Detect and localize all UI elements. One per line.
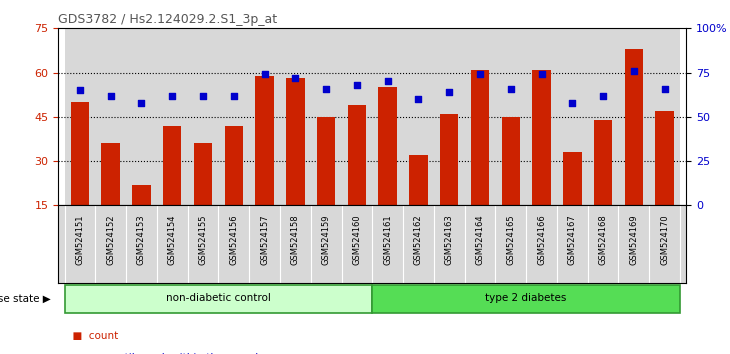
Bar xyxy=(502,117,520,205)
Text: GSM524154: GSM524154 xyxy=(168,215,177,265)
Text: GSM524166: GSM524166 xyxy=(537,215,546,266)
Point xyxy=(258,72,270,77)
Bar xyxy=(255,75,274,205)
Text: GSM524170: GSM524170 xyxy=(660,215,669,265)
Text: GSM524161: GSM524161 xyxy=(383,215,392,265)
Text: non-diabetic control: non-diabetic control xyxy=(166,293,271,303)
Text: GSM524158: GSM524158 xyxy=(291,215,300,265)
Bar xyxy=(225,126,243,205)
Text: ■  percentile rank within the sample: ■ percentile rank within the sample xyxy=(66,353,264,354)
Bar xyxy=(157,28,188,205)
Text: GSM524169: GSM524169 xyxy=(629,215,638,265)
Point xyxy=(412,96,424,102)
Point xyxy=(351,82,363,88)
Point xyxy=(382,79,393,84)
Point xyxy=(566,100,578,105)
Bar xyxy=(372,28,403,205)
Point xyxy=(197,93,209,98)
Bar xyxy=(563,152,582,205)
Text: GSM524162: GSM524162 xyxy=(414,215,423,265)
Text: GSM524168: GSM524168 xyxy=(599,215,607,266)
Text: GSM524156: GSM524156 xyxy=(229,215,238,265)
Text: GDS3782 / Hs2.124029.2.S1_3p_at: GDS3782 / Hs2.124029.2.S1_3p_at xyxy=(58,13,277,26)
Text: GSM524157: GSM524157 xyxy=(260,215,269,265)
Point xyxy=(474,72,486,77)
Bar xyxy=(625,49,643,205)
Text: GSM524163: GSM524163 xyxy=(445,215,454,266)
Bar xyxy=(526,28,557,205)
Bar xyxy=(496,28,526,205)
Text: GSM524159: GSM524159 xyxy=(322,215,331,265)
Bar xyxy=(403,28,434,205)
Point xyxy=(228,93,239,98)
Text: GSM524152: GSM524152 xyxy=(107,215,115,265)
Point xyxy=(105,93,117,98)
Bar xyxy=(471,70,489,205)
Point xyxy=(166,93,178,98)
Bar xyxy=(193,143,212,205)
Point xyxy=(74,87,86,93)
Bar xyxy=(101,143,120,205)
Bar xyxy=(588,28,618,205)
Point xyxy=(597,93,609,98)
Bar xyxy=(594,120,612,205)
Bar xyxy=(410,155,428,205)
Bar xyxy=(434,28,464,205)
Text: GSM524151: GSM524151 xyxy=(75,215,85,265)
Bar xyxy=(126,28,157,205)
Point xyxy=(536,72,548,77)
Bar xyxy=(656,111,674,205)
Bar xyxy=(532,70,551,205)
Point xyxy=(505,86,517,91)
Bar xyxy=(649,28,680,205)
Text: type 2 diabetes: type 2 diabetes xyxy=(485,293,567,303)
Bar xyxy=(557,28,588,205)
Text: GSM524164: GSM524164 xyxy=(475,215,485,265)
Bar xyxy=(249,28,280,205)
Bar xyxy=(464,28,496,205)
Point xyxy=(658,86,670,91)
FancyBboxPatch shape xyxy=(372,285,680,314)
Bar xyxy=(440,114,458,205)
Bar xyxy=(64,28,96,205)
Bar xyxy=(342,28,372,205)
Bar xyxy=(286,79,304,205)
Text: GSM524160: GSM524160 xyxy=(353,215,361,265)
Point xyxy=(136,100,147,105)
Text: GSM524167: GSM524167 xyxy=(568,215,577,266)
Bar xyxy=(163,126,182,205)
Point xyxy=(628,68,639,74)
Bar xyxy=(132,185,150,205)
Point xyxy=(290,75,301,81)
Text: disease state ▶: disease state ▶ xyxy=(0,294,51,304)
Bar xyxy=(96,28,126,205)
Bar xyxy=(347,105,366,205)
Text: GSM524153: GSM524153 xyxy=(137,215,146,265)
Text: ■  count: ■ count xyxy=(66,331,118,341)
FancyBboxPatch shape xyxy=(64,285,372,314)
Point xyxy=(320,86,332,91)
Text: GSM524165: GSM524165 xyxy=(507,215,515,265)
Point xyxy=(443,89,455,95)
Bar xyxy=(618,28,649,205)
Bar xyxy=(378,87,397,205)
Bar xyxy=(188,28,218,205)
Bar xyxy=(218,28,249,205)
Bar xyxy=(317,117,335,205)
Bar xyxy=(311,28,342,205)
Text: GSM524155: GSM524155 xyxy=(199,215,207,265)
Bar xyxy=(280,28,311,205)
Bar xyxy=(71,102,89,205)
